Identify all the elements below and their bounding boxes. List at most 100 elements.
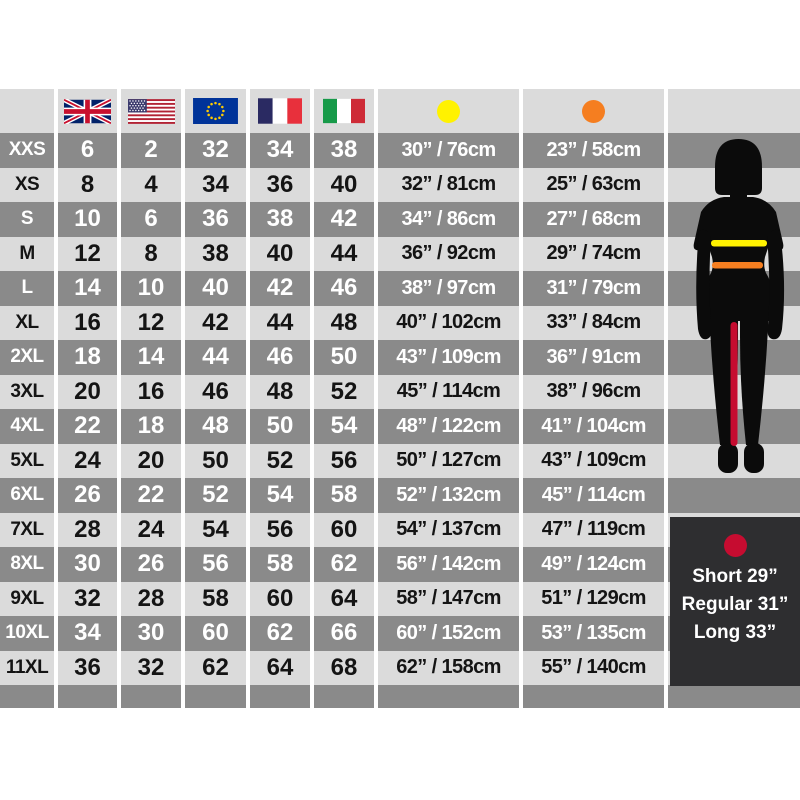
uk-flag-icon <box>64 98 111 124</box>
size-label: S <box>0 202 54 237</box>
footer-strip-cell <box>121 685 181 708</box>
eu-size-value: 54 <box>185 512 246 547</box>
eu-size-value: 40 <box>185 271 246 306</box>
it-size-value: 48 <box>314 305 374 340</box>
size-label: 4XL <box>0 409 54 444</box>
eu-flag-icon <box>193 98 238 124</box>
figure-backdrop-stripe <box>668 236 800 271</box>
size-label: XL <box>0 305 54 340</box>
size-label: 5XL <box>0 443 54 478</box>
waist-value: 33” / 84cm <box>523 305 664 340</box>
waist-value: 29” / 74cm <box>523 236 664 271</box>
it-size-value: 40 <box>314 167 374 202</box>
chest-value: 50” / 127cm <box>378 443 519 478</box>
us-size-value: 10 <box>121 271 181 306</box>
fr-size-value: 42 <box>250 271 310 306</box>
waist-value: 38” / 96cm <box>523 374 664 409</box>
us-size-value: 20 <box>121 443 181 478</box>
figure-backdrop-stripe <box>668 305 800 340</box>
uk-size-value: 20 <box>58 374 117 409</box>
figure-backdrop-stripe <box>668 133 800 168</box>
it-size-value: 68 <box>314 650 374 685</box>
it-size-value: 42 <box>314 202 374 237</box>
waist-value: 55” / 140cm <box>523 650 664 685</box>
uk-size-value: 18 <box>58 340 117 375</box>
uk-size-value: 22 <box>58 409 117 444</box>
uk-size-value: 6 <box>58 133 117 168</box>
waist-value: 43” / 109cm <box>523 443 664 478</box>
size-label: 9XL <box>0 581 54 616</box>
waist-marker-icon <box>582 99 605 123</box>
us-size-value: 8 <box>121 236 181 271</box>
inseam-legend-box: Short 29” Regular 31” Long 33” <box>670 517 800 686</box>
fr-size-value: 64 <box>250 650 310 685</box>
uk-size-value: 10 <box>58 202 117 237</box>
fr-size-value: 48 <box>250 374 310 409</box>
fr-size-value: 62 <box>250 616 310 651</box>
figure-backdrop-stripe <box>668 443 800 478</box>
figure-backdrop-stripe <box>668 374 800 409</box>
us-size-value: 14 <box>121 340 181 375</box>
eu-size-value: 34 <box>185 167 246 202</box>
waist-value: 25” / 63cm <box>523 167 664 202</box>
uk-size-value: 28 <box>58 512 117 547</box>
uk-size-value: 36 <box>58 650 117 685</box>
figure-backdrop-stripe <box>668 409 800 444</box>
size-label: 7XL <box>0 512 54 547</box>
fr-size-value: 60 <box>250 581 310 616</box>
chest-value: 62” / 158cm <box>378 650 519 685</box>
size-label: XXS <box>0 133 54 168</box>
fr-size-value: 58 <box>250 547 310 582</box>
waist-value: 49” / 124cm <box>523 547 664 582</box>
us-size-value: 24 <box>121 512 181 547</box>
fr-size-value: 50 <box>250 409 310 444</box>
eu-size-value: 58 <box>185 581 246 616</box>
eu-size-value: 62 <box>185 650 246 685</box>
it-size-value: 52 <box>314 374 374 409</box>
it-size-value: 44 <box>314 236 374 271</box>
waist-value: 41” / 104cm <box>523 409 664 444</box>
figure-backdrop-stripe <box>668 167 800 202</box>
waist-value: 36” / 91cm <box>523 340 664 375</box>
footer-strip-cell <box>378 685 519 708</box>
size-label: 6XL <box>0 478 54 513</box>
us-flag-icon <box>127 98 175 124</box>
inseam-short-label: Short 29” <box>692 566 778 587</box>
footer-strip-cell <box>668 685 800 708</box>
size-label: 11XL <box>0 650 54 685</box>
footer-strip-cell <box>58 685 117 708</box>
inseam-long-label: Long 33” <box>693 622 777 643</box>
us-size-value: 32 <box>121 650 181 685</box>
size-label: XS <box>0 167 54 202</box>
footer-strip-cell <box>185 685 246 708</box>
eu-size-value: 52 <box>185 478 246 513</box>
uk-size-value: 24 <box>58 443 117 478</box>
uk-size-value: 12 <box>58 236 117 271</box>
fr-size-value: 36 <box>250 167 310 202</box>
fr-size-value: 52 <box>250 443 310 478</box>
us-size-value: 2 <box>121 133 181 168</box>
it-size-value: 56 <box>314 443 374 478</box>
fr-size-value: 46 <box>250 340 310 375</box>
figure-backdrop-stripe <box>668 478 800 513</box>
eu-size-value: 48 <box>185 409 246 444</box>
size-label: 3XL <box>0 374 54 409</box>
waist-value: 51” / 129cm <box>523 581 664 616</box>
it-size-value: 50 <box>314 340 374 375</box>
fr-size-value: 44 <box>250 305 310 340</box>
waist-value: 31” / 79cm <box>523 271 664 306</box>
footer-strip-cell <box>0 685 54 708</box>
size-label: L <box>0 271 54 306</box>
size-label: 10XL <box>0 616 54 651</box>
chest-value: 36” / 92cm <box>378 236 519 271</box>
us-size-value: 6 <box>121 202 181 237</box>
chest-value: 32” / 81cm <box>378 167 519 202</box>
uk-size-value: 8 <box>58 167 117 202</box>
it-size-value: 62 <box>314 547 374 582</box>
us-size-value: 28 <box>121 581 181 616</box>
waist-value: 47” / 119cm <box>523 512 664 547</box>
inseam-marker-icon <box>723 534 747 557</box>
us-size-value: 18 <box>121 409 181 444</box>
chest-value: 43” / 109cm <box>378 340 519 375</box>
chest-value: 54” / 137cm <box>378 512 519 547</box>
